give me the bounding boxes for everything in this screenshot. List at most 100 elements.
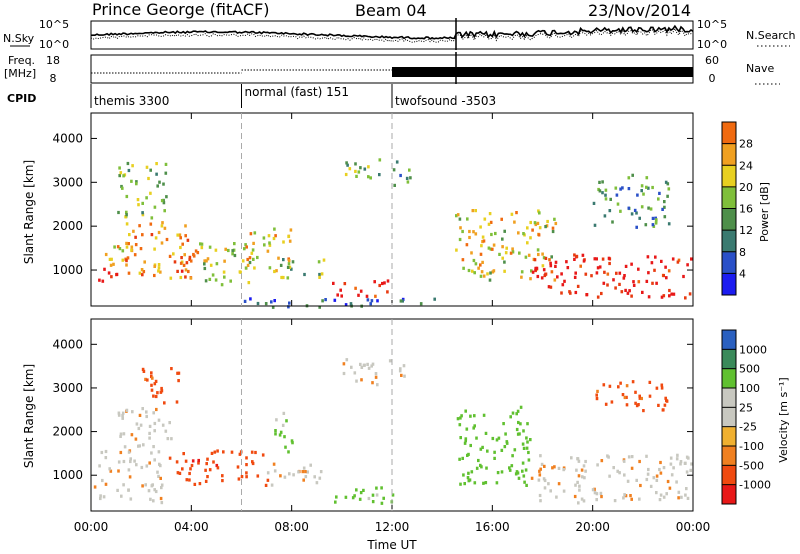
power-cell — [657, 197, 660, 201]
power-cell — [661, 207, 664, 211]
power-cell — [461, 229, 464, 234]
power-cell — [489, 247, 493, 251]
velocity-cell — [595, 397, 599, 401]
power-cell — [205, 259, 208, 263]
velocity-cell — [685, 470, 689, 474]
power-cell — [378, 173, 381, 177]
power-cell — [465, 243, 469, 247]
nsearch-label: N.Search — [746, 29, 796, 42]
velocity-cell — [514, 472, 518, 476]
velocity-cell — [121, 411, 125, 415]
velocity-cell — [117, 413, 121, 417]
velocity-cell — [538, 493, 542, 498]
power-cell — [211, 273, 215, 277]
velocity-cell — [462, 473, 465, 477]
power-cell — [214, 248, 218, 252]
velocity-cell — [473, 481, 477, 485]
power-cell — [172, 252, 175, 256]
power-cell — [162, 198, 165, 202]
power-cell — [369, 176, 372, 180]
power-cell — [118, 247, 122, 251]
power-cell — [98, 278, 101, 282]
velocity-cell — [154, 489, 158, 494]
power-cell — [458, 217, 462, 221]
power-cell — [593, 223, 597, 227]
velocity-colorbar-swatch — [722, 465, 736, 486]
power-cell — [200, 242, 204, 246]
power-cell — [124, 215, 127, 219]
velocity-cell — [152, 411, 155, 415]
power-cell — [349, 302, 353, 306]
velocity-cell — [459, 482, 462, 486]
power-cell — [536, 248, 540, 252]
power-cell — [501, 237, 504, 241]
velocity-cell — [176, 371, 179, 375]
power-cell — [203, 266, 207, 271]
velocity-cell — [660, 386, 664, 390]
power-cell — [108, 257, 112, 261]
velocity-cell — [622, 459, 626, 463]
power-cell — [553, 278, 557, 282]
velocity-cell — [647, 467, 650, 472]
power-cell — [491, 247, 494, 251]
velocity-cell — [500, 470, 504, 474]
power-cell — [336, 293, 339, 297]
velocity-cell — [505, 441, 509, 445]
velocity-cell — [153, 458, 156, 462]
velocity-cell — [388, 359, 392, 363]
power-cell — [164, 171, 168, 175]
power-cell — [614, 186, 618, 190]
power-cell — [534, 268, 537, 272]
power-cell — [490, 232, 493, 237]
power-colorbar-tick-label: 28 — [739, 138, 753, 151]
power-cell — [630, 212, 634, 216]
power-cell — [545, 224, 549, 228]
velocity-cell — [104, 449, 108, 454]
power-cell — [344, 303, 348, 307]
velocity-cell — [659, 471, 663, 475]
power-colorbar-tick-label: 20 — [739, 181, 753, 194]
power-cell — [153, 247, 156, 251]
power-cell — [419, 302, 423, 306]
velocity-cell — [279, 474, 282, 478]
power-cell — [126, 161, 130, 166]
power-cell — [208, 277, 212, 281]
power-cell — [180, 256, 183, 260]
power-cell — [596, 295, 600, 299]
power-cell — [549, 285, 553, 289]
velocity-cell — [469, 443, 472, 448]
power-cell — [513, 220, 516, 224]
power-cell — [249, 232, 253, 236]
velocity-cell — [522, 429, 525, 433]
velocity-cell — [570, 456, 573, 460]
velocity-cell — [524, 468, 528, 472]
power-cell — [489, 271, 492, 275]
power-cell — [115, 272, 119, 276]
power-cell — [649, 207, 653, 211]
velocity-cell — [519, 422, 522, 426]
power-cell — [632, 280, 635, 284]
velocity-cell — [509, 415, 512, 419]
power-cell — [120, 184, 123, 189]
velocity-cell — [380, 486, 383, 490]
power-cell — [280, 275, 283, 280]
velocity-cell — [652, 476, 656, 480]
power-cell — [556, 275, 559, 279]
velocity-cell — [148, 461, 151, 465]
velocity-cell — [181, 467, 184, 471]
power-cell — [526, 241, 529, 245]
power-cell — [333, 298, 337, 302]
velocity-cell — [127, 468, 131, 472]
velocity-cell — [153, 382, 157, 386]
velocity-cell — [463, 441, 467, 445]
power-cell — [118, 166, 121, 170]
velocity-cell — [315, 481, 319, 485]
power-cell — [125, 245, 129, 249]
velocity-cell — [306, 470, 309, 474]
velocity-colorbar-swatch — [722, 426, 736, 447]
power-cell — [554, 221, 558, 226]
power-cell — [488, 212, 492, 216]
power-cell — [241, 259, 245, 263]
power-cell — [637, 280, 641, 284]
